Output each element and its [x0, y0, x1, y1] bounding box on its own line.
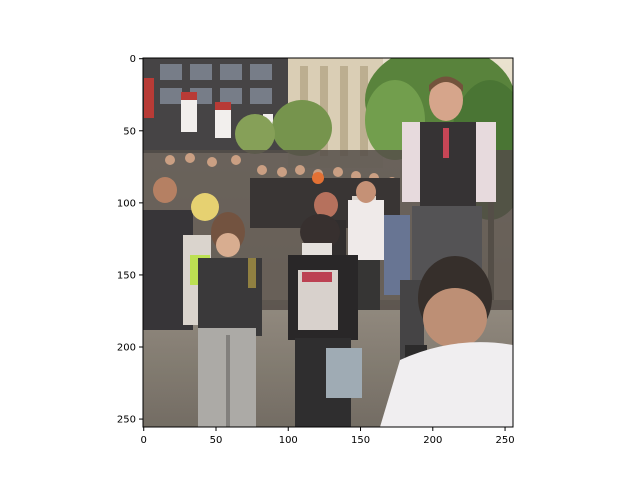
photo: [143, 58, 513, 427]
x-axis: 0 50 100 150 200 250: [141, 427, 515, 446]
x-tick-label: 100: [279, 435, 298, 446]
x-tick-label: 250: [496, 435, 515, 446]
y-tick-label: 0: [130, 54, 136, 65]
y-tick-label: 100: [117, 198, 136, 209]
x-tick-label: 0: [141, 435, 147, 446]
axes-frame: [142, 57, 514, 428]
y-axis: 0 50 100 150 200 250: [117, 54, 143, 426]
crowd-middle: [143, 177, 410, 330]
y-tick-label: 250: [117, 415, 136, 426]
x-tick-label: 200: [423, 435, 442, 446]
x-tick-label: 50: [210, 435, 223, 446]
person-foreground-right: [380, 256, 513, 427]
x-tick-label: 150: [351, 435, 370, 446]
y-tick-label: 50: [123, 126, 136, 137]
person-foreground-left: [198, 212, 262, 427]
y-tick-label: 150: [117, 270, 136, 281]
person-foreground-middle: [288, 214, 362, 427]
y-tick-label: 200: [117, 343, 136, 354]
